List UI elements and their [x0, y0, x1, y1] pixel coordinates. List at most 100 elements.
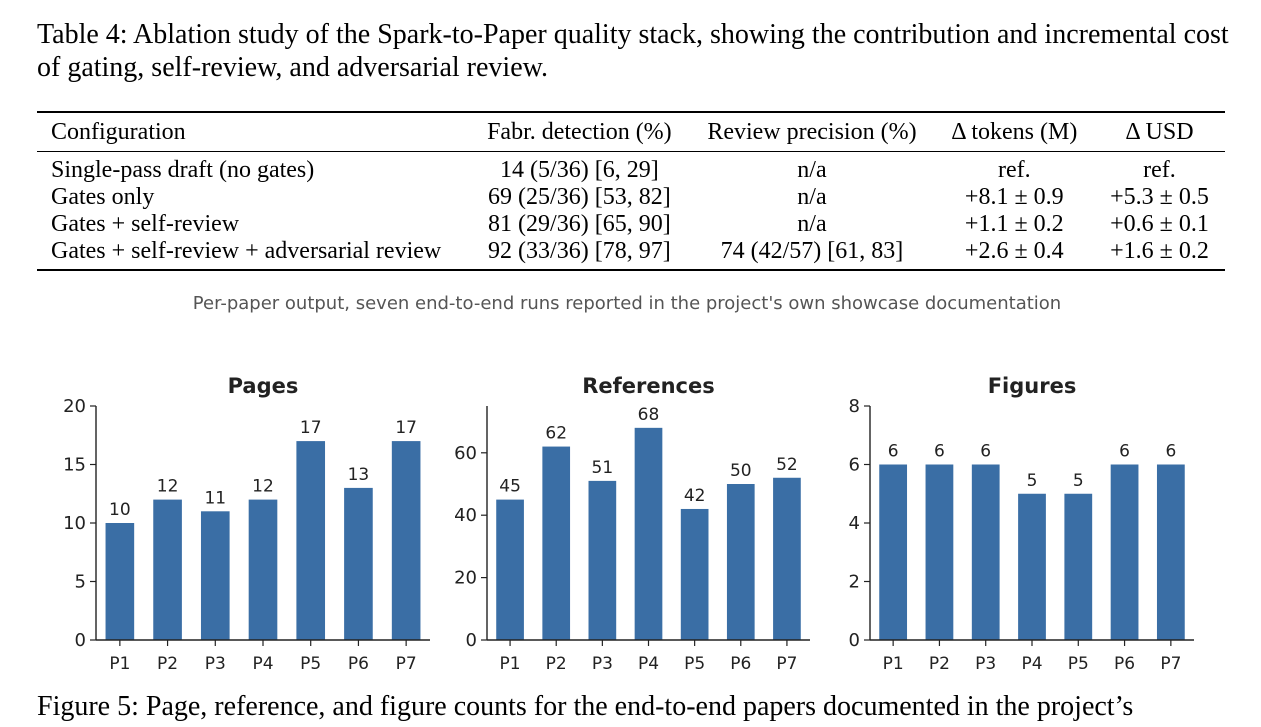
x-tick-label: P1	[883, 654, 904, 674]
x-tick-label: P1	[109, 654, 130, 674]
y-tick-label: 6	[849, 455, 860, 476]
x-tick-label: P1	[500, 654, 521, 674]
cell-delta-tokens: +1.1 ± 0.2	[964, 211, 1064, 237]
x-tick-label: P7	[396, 654, 417, 674]
x-tick-label: P2	[157, 654, 178, 674]
cell-delta-usd: +5.3 ± 0.5	[1110, 184, 1209, 210]
y-tick-label: 60	[454, 443, 477, 464]
table-row: Gates + self-review 81 (29/36) [65, 90] …	[37, 211, 1225, 238]
header-delta-tokens: Δ tokens (M)	[934, 111, 1094, 152]
bar-p1	[879, 464, 908, 640]
bar-value-label: 6	[934, 442, 945, 462]
figure-caption: Figure 5: Page, reference, and figure co…	[37, 691, 1134, 722]
x-tick-label: P2	[546, 654, 567, 674]
bar-p1	[496, 499, 524, 640]
bar-value-label: 17	[395, 418, 417, 438]
cell-configuration: Gates + self-review + adversarial review	[37, 238, 470, 271]
y-tick-label: 0	[849, 630, 860, 651]
cell-fabrication-detection: 14 (5/36) [6, 29]	[500, 157, 659, 183]
bar-value-label: 45	[499, 477, 521, 497]
header-delta-usd: Δ USD	[1093, 111, 1225, 152]
cell-delta-tokens: +2.6 ± 0.4	[934, 238, 1094, 271]
table-row: Gates + self-review + adversarial review…	[37, 238, 1225, 271]
bar-value-label: 42	[684, 486, 706, 506]
x-tick-label: P4	[638, 654, 659, 674]
bar-p6	[344, 487, 373, 640]
x-tick-label: P3	[205, 654, 226, 674]
bar-value-label: 12	[157, 477, 179, 497]
x-tick-label: P5	[1068, 654, 1089, 674]
cell-configuration: Gates only	[51, 184, 155, 210]
ablation-table: Configuration Fabr. detection (%) Review…	[37, 111, 1225, 271]
x-tick-label: P5	[684, 654, 705, 674]
bar-p2	[542, 446, 571, 640]
y-tick-label: 0	[466, 630, 477, 651]
y-tick-label: 15	[63, 455, 86, 476]
bar-value-label: 51	[592, 458, 614, 478]
bar-p4	[1018, 493, 1046, 640]
header-review-precision: Review precision (%)	[689, 111, 935, 152]
cell-fabrication-detection: 69 (25/36) [53, 82]	[488, 184, 671, 210]
bar-value-label: 52	[776, 455, 798, 475]
bar-p3	[200, 511, 230, 640]
cell-review-precision: n/a	[797, 184, 827, 210]
bar-value-label: 68	[638, 405, 660, 425]
bar-p6	[726, 484, 755, 640]
figure-suptitle: Per-paper output, seven end-to-end runs …	[192, 293, 1062, 314]
x-tick-label: P7	[776, 654, 797, 674]
bar-value-label: 17	[300, 418, 322, 438]
bar-value-label: 11	[204, 488, 226, 508]
chart-title: References	[582, 374, 715, 398]
bar-value-label: 6	[888, 442, 899, 462]
bar-value-label: 10	[109, 500, 131, 520]
bar-charts: Pages10P112P211P312P417P513P617P70510152…	[63, 374, 1194, 674]
bar-p5	[1064, 493, 1093, 640]
chart-title: Pages	[228, 374, 299, 398]
bar-value-label: 5	[1027, 471, 1038, 491]
cell-review-precision: 74 (42/57) [61, 83]	[689, 238, 935, 271]
bar-p5	[296, 441, 326, 640]
cell-fabrication-detection: 81 (29/36) [65, 90]	[488, 211, 671, 237]
x-tick-label: P3	[975, 654, 996, 674]
bar-p4	[634, 427, 663, 640]
bar-value-label: 50	[730, 461, 752, 481]
table-header-row: Configuration Fabr. detection (%) Review…	[37, 111, 1225, 152]
chart-title: Figures	[988, 374, 1077, 398]
y-tick-label: 20	[63, 396, 86, 417]
bar-p5	[680, 508, 709, 640]
cell-delta-usd: +0.6 ± 0.1	[1110, 211, 1209, 237]
x-tick-label: P7	[1160, 654, 1181, 674]
bar-p7	[391, 441, 421, 640]
table-row: Gates only 69 (25/36) [53, 82] n/a +8.1 …	[37, 184, 1225, 211]
bar-p3	[971, 464, 1000, 640]
cell-review-precision: n/a	[797, 157, 827, 183]
x-tick-label: P6	[730, 654, 751, 674]
header-fabrication-detection: Fabr. detection (%)	[469, 111, 690, 152]
bar-p3	[588, 480, 617, 640]
bar-p2	[153, 499, 182, 640]
x-tick-label: P6	[348, 654, 369, 674]
bar-p4	[248, 499, 278, 640]
y-tick-label: 5	[75, 572, 86, 593]
bar-value-label: 62	[545, 424, 567, 444]
bar-value-label: 6	[1119, 442, 1130, 462]
bar-p6	[1110, 464, 1139, 640]
cell-delta-tokens: +8.1 ± 0.9	[964, 184, 1064, 210]
y-tick-label: 2	[849, 572, 860, 593]
y-tick-label: 8	[849, 396, 860, 417]
bar-p7	[773, 477, 801, 640]
cell-configuration: Gates + self-review	[51, 211, 240, 237]
cell-delta-usd: +1.6 ± 0.2	[1093, 238, 1225, 271]
x-tick-label: P5	[300, 654, 321, 674]
table-caption: Table 4: Ablation study of the Spark-to-…	[37, 19, 1229, 83]
bar-value-label: 13	[348, 465, 370, 485]
cell-fabrication-detection: 92 (33/36) [78, 97]	[469, 238, 690, 271]
bar-value-label: 12	[252, 477, 274, 497]
header-configuration: Configuration	[37, 111, 470, 152]
bar-p7	[1156, 464, 1185, 640]
x-tick-label: P6	[1114, 654, 1135, 674]
bar-p1	[105, 523, 135, 640]
bar-value-label: 6	[980, 442, 991, 462]
cell-configuration: Single-pass draft (no gates)	[51, 157, 315, 183]
y-tick-label: 10	[63, 513, 86, 534]
